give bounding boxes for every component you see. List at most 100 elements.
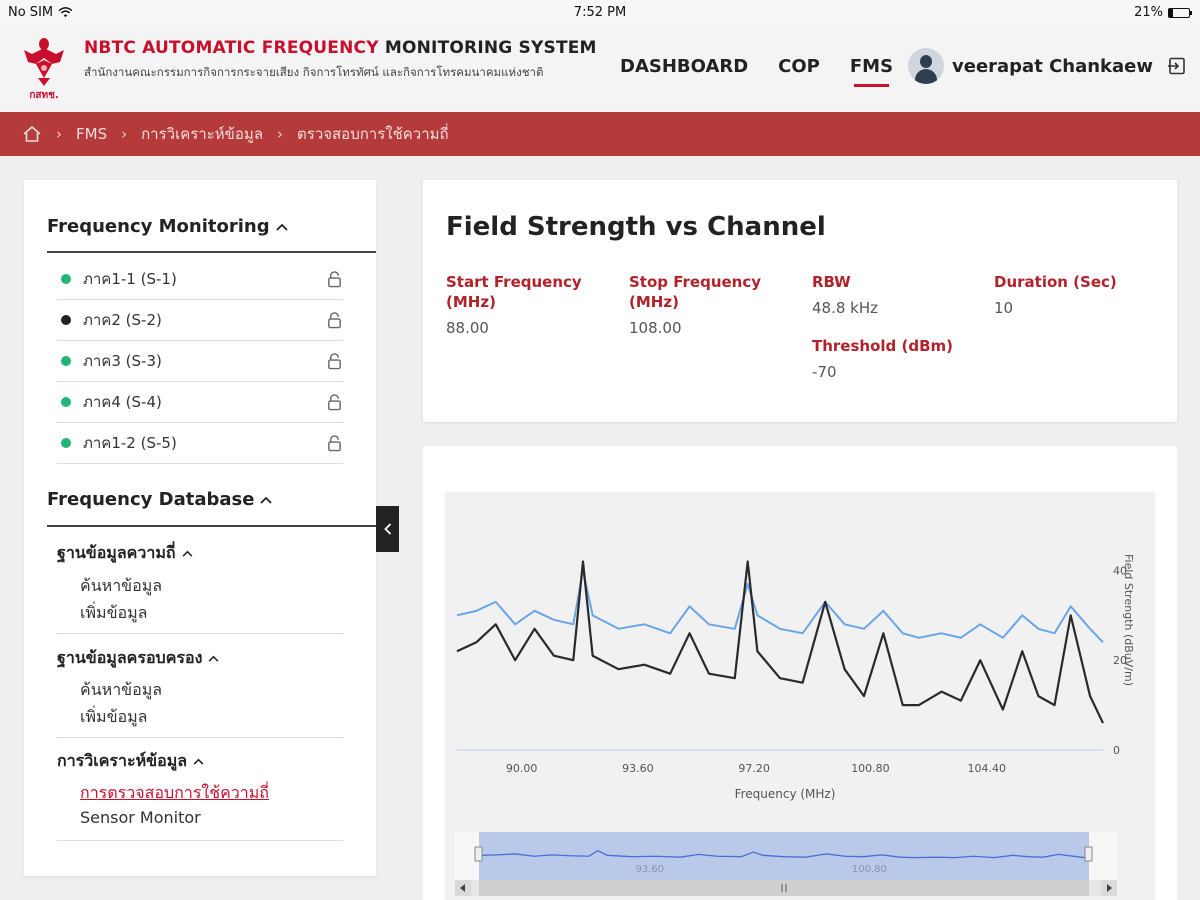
y-axis-label: Field Strength (dBuV/m) (1122, 554, 1135, 686)
monitoring-section-title: Frequency Monitoring (47, 216, 270, 237)
nav-fms[interactable]: FMS (849, 56, 894, 87)
section-divider (47, 525, 376, 527)
stop-frequency-label-2: (MHz) (629, 293, 679, 311)
station-item[interactable]: ภาค1-2 (S-5) (57, 423, 343, 464)
station-label: ภาค2 (S-2) (83, 311, 162, 329)
y-axis-ticks: 0 20 40 (1113, 564, 1127, 757)
station-label: ภาค1-1 (S-1) (83, 270, 177, 288)
breadcrumb-separator: › (277, 125, 284, 143)
link-add-frequency[interactable]: เพิ่มข้อมูล (80, 603, 148, 622)
breadcrumb-analysis[interactable]: การวิเคราะห์ข้อมูล (141, 125, 264, 143)
x-tick-label: 97.20 (738, 762, 770, 775)
rbw-value: 48.8 kHz (812, 299, 879, 317)
rbw-field: RBW 48.8 kHz (812, 271, 982, 317)
page-title: Field Strength vs Channel (446, 212, 826, 242)
breadcrumb-fms[interactable]: FMS (76, 125, 108, 143)
status-dot (61, 438, 71, 448)
rbw-label: RBW (812, 273, 851, 291)
sidebar-collapse-button[interactable] (376, 506, 399, 552)
breadcrumb: › FMS › การวิเคราะห์ข้อมูล › ตรวจสอบการใ… (0, 112, 1200, 156)
threshold-value: -70 (812, 363, 837, 381)
battery-icon (1168, 7, 1192, 18)
monitoring-section-toggle[interactable]: Frequency Monitoring (47, 216, 288, 237)
x-tick-label: 104.40 (967, 762, 1006, 775)
lock-icon[interactable] (326, 270, 343, 288)
link-sensor-monitor[interactable]: Sensor Monitor (80, 808, 201, 827)
lock-icon[interactable] (326, 352, 343, 370)
section-divider (47, 251, 376, 253)
lock-icon[interactable] (326, 434, 343, 452)
duration-value: 10 (994, 299, 1014, 317)
navigator-ticks: 93.60 100.80 (635, 864, 886, 875)
user-name: veerapat Chankaew (952, 55, 1154, 77)
app-title: NBTC AUTOMATIC FREQUENCY MONITORING SYST… (84, 38, 597, 58)
station-label: ภาค1-2 (S-5) (83, 434, 177, 452)
station-item[interactable]: ภาค2 (S-2) (57, 300, 343, 341)
nbtc-logo: กสทช. (22, 36, 66, 101)
link-add-possession[interactable]: เพิ่มข้อมูล (80, 707, 148, 726)
database-section-title: Frequency Database (47, 489, 255, 510)
navigator-tick-label: 100.80 (852, 864, 887, 875)
lock-icon[interactable] (326, 311, 343, 329)
spectrum-chart[interactable]: 90.00 93.60 97.20 100.80 104.40 0 20 40 Freque… (445, 492, 1155, 900)
lock-icon[interactable] (326, 393, 343, 411)
scrollbar-grip-icon (781, 884, 787, 892)
status-left: No SIM (8, 5, 73, 20)
status-bar: No SIM 7:52 PM 21% (0, 0, 1200, 24)
station-item[interactable]: ภาค4 (S-4) (57, 382, 343, 423)
start-frequency-value: 88.00 (446, 319, 489, 337)
group-frequency-db[interactable]: ฐานข้อมูลความถี่ (57, 541, 193, 566)
home-icon[interactable] (22, 125, 42, 143)
nav-cop[interactable]: COP (778, 56, 820, 77)
logo-text: กสทช. (29, 90, 59, 101)
threshold-field: Threshold (dBm) -70 (812, 335, 982, 381)
nav-dashboard[interactable]: DASHBOARD (620, 56, 749, 77)
station-item[interactable]: ภาค1-1 (S-1) (57, 259, 343, 300)
start-frequency-label-2: (MHz) (446, 293, 496, 311)
link-search-frequency[interactable]: ค้นหาข้อมูล (80, 576, 163, 595)
status-time: 7:52 PM (573, 5, 627, 20)
battery-fill (1169, 8, 1174, 17)
scroll-right-icon (1107, 884, 1112, 892)
start-frequency-label-1: Start Frequency (446, 273, 582, 291)
link-search-possession[interactable]: ค้นหาข้อมูล (80, 680, 163, 699)
stop-frequency-label-1: Stop Frequency (629, 273, 762, 291)
navigator-tick-label: 93.60 (635, 864, 664, 875)
logout-icon[interactable] (1167, 56, 1187, 76)
x-tick-label: 100.80 (851, 762, 890, 775)
group-divider (57, 840, 343, 841)
chevron-up-icon (209, 655, 219, 662)
navigator-left-handle[interactable] (474, 846, 483, 862)
group-divider (57, 737, 343, 738)
app-header: กสทช. NBTC AUTOMATIC FREQUENCY MONITORIN… (0, 24, 1200, 112)
app-title-red: NBTC AUTOMATIC FREQUENCY (84, 38, 379, 58)
current-series-line (456, 560, 1104, 724)
avatar (908, 48, 944, 84)
app-title-dark: MONITORING SYSTEM (384, 38, 597, 58)
database-section-toggle[interactable]: Frequency Database (47, 489, 273, 510)
group-possession-db[interactable]: ฐานข้อมูลครอบครอง (57, 646, 219, 671)
chart-scrollbar-thumb[interactable] (479, 880, 1089, 896)
battery-percent: 21% (1134, 5, 1163, 20)
status-right: 21% (1134, 5, 1192, 20)
breadcrumb-separator: › (121, 125, 128, 143)
breadcrumb-current: ตรวจสอบการใช้ความถี่ (297, 125, 449, 143)
chevron-up-icon (275, 223, 288, 231)
station-item[interactable]: ภาค3 (S-3) (57, 341, 343, 382)
threshold-label: Threshold (dBm) (812, 337, 954, 355)
group-divider (57, 633, 343, 634)
max-hold-series-line (456, 569, 1104, 643)
start-frequency-field: Start Frequency (MHz) 88.00 (446, 271, 606, 337)
group-title: ฐานข้อมูลครอบครอง (57, 648, 203, 667)
navigator-right-handle[interactable] (1084, 846, 1093, 862)
link-frequency-usage-check[interactable]: การตรวจสอบการใช้ความถี่ (80, 783, 269, 802)
status-dot (61, 356, 71, 366)
x-axis-ticks: 90.00 93.60 97.20 100.80 104.40 (506, 762, 1006, 775)
user-menu[interactable]: veerapat Chankaew (908, 48, 1187, 84)
status-dot (61, 397, 71, 407)
y-tick-label: 20 (1113, 654, 1127, 667)
x-tick-label: 90.00 (506, 762, 537, 775)
navigator-series-line (478, 849, 1090, 859)
group-analysis[interactable]: การวิเคราะห์ข้อมูล (57, 749, 204, 774)
y-tick-label: 40 (1113, 564, 1127, 577)
